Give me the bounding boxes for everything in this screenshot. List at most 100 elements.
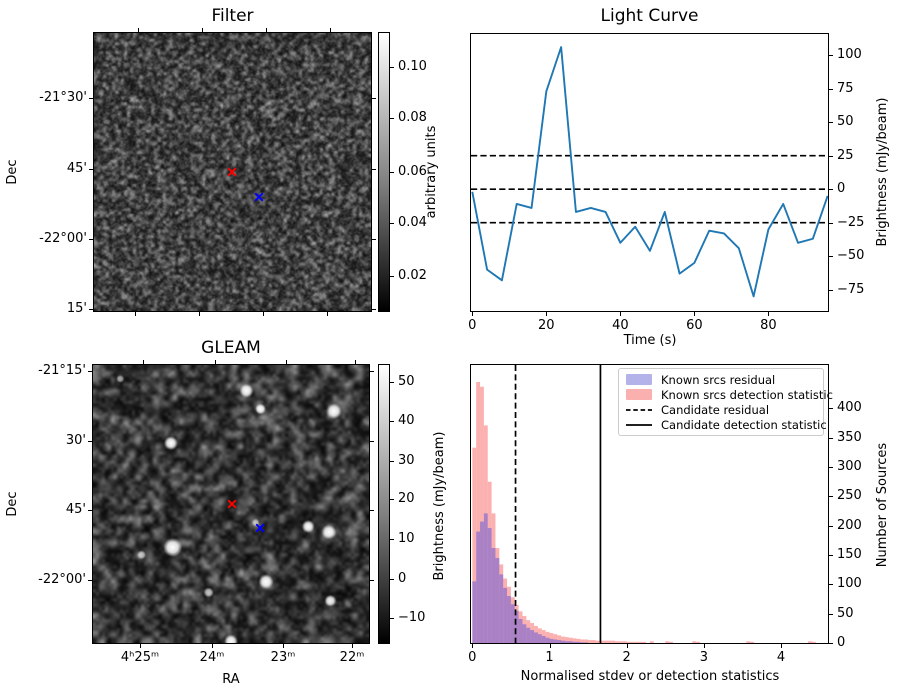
dec-tick-label: -21°15' [38, 363, 86, 378]
tick-mark [89, 169, 93, 170]
light-curve-axes [470, 33, 829, 312]
histogram-bar [499, 564, 504, 643]
histogram-bar [495, 547, 500, 643]
histogram-bar [537, 634, 542, 643]
histogram-bar [564, 641, 569, 643]
histogram-bar [607, 640, 612, 643]
tick-mark [472, 312, 474, 316]
histogram-bar [599, 640, 604, 643]
sources-tick-label: 100 [837, 576, 862, 592]
legend-entry-candidate-residual: Candidate residual [626, 402, 816, 417]
histogram-bar [568, 641, 573, 643]
brightness-tick-label: −75 [837, 281, 865, 297]
histogram-bar [472, 581, 477, 643]
histogram-bar [510, 604, 515, 643]
stat-tick-label: 2 [622, 650, 631, 665]
tick-mark [370, 371, 374, 372]
tick-mark [829, 467, 833, 469]
colorbar-tick-label: 0.06 [398, 164, 427, 179]
dec-tick-label: 45' [66, 161, 87, 176]
histogram-bar [549, 633, 554, 643]
brightness-tick-label: 0 [837, 181, 846, 197]
histogram-bar [576, 641, 581, 643]
gleam-colorbar-label: Brightness (mJy/beam) [432, 431, 447, 581]
sources-tick-label: 350 [837, 429, 862, 445]
histogram-bar [545, 637, 550, 643]
time-axis-label: Time (s) [623, 333, 677, 348]
tick-mark [370, 510, 374, 511]
colorbar-tick-label: 10 [398, 531, 415, 546]
histogram-bar [611, 640, 616, 643]
tick-mark [215, 360, 216, 364]
histogram-bar [696, 641, 701, 643]
histogram-bar [480, 386, 484, 643]
tick-mark [829, 256, 833, 258]
tick-mark [330, 28, 331, 32]
tick-mark [472, 644, 474, 648]
colorbar-tick-label: 20 [398, 491, 415, 506]
filter-axes [93, 32, 372, 312]
histogram-bar [503, 587, 508, 643]
histogram-bar [537, 628, 542, 643]
colorbar-tick-label: 0.04 [398, 215, 427, 230]
light-curve-plot [471, 46, 828, 298]
histogram-bar [615, 641, 619, 643]
stat-tick-label: 3 [699, 650, 709, 665]
histogram-bar [514, 610, 519, 643]
histogram-bar [603, 640, 608, 643]
histogram-bar [522, 616, 527, 643]
tick-mark [829, 289, 833, 291]
time-tick-label: 0 [468, 318, 477, 333]
histogram-bar [476, 531, 481, 643]
tick-mark [829, 496, 833, 498]
known-detection-swatch [626, 389, 652, 400]
histogram-bar [514, 604, 519, 643]
histogram-bar [580, 642, 585, 643]
tick-mark [283, 644, 284, 648]
tick-mark [829, 408, 833, 410]
tick-mark [372, 239, 376, 240]
solid-line-swatch [626, 420, 652, 430]
histogram-bar [483, 513, 488, 643]
tick-mark [286, 360, 287, 364]
red-x-marker [227, 499, 237, 509]
histogram-bar [584, 639, 589, 643]
legend-label: Known srcs detection statistic [661, 387, 833, 402]
histogram-bar [530, 623, 535, 643]
tick-mark [626, 644, 628, 648]
histogram-bar [487, 481, 492, 643]
tick-mark [703, 644, 705, 648]
time-tick-label: 80 [760, 318, 777, 333]
histogram-bar [630, 641, 635, 643]
colorbar-tick-label: 0.08 [398, 110, 427, 125]
tick-mark [202, 28, 203, 32]
tick-mark [263, 312, 264, 316]
tick-mark [768, 312, 770, 316]
histogram-bar [507, 596, 511, 643]
colorbar-tick-label: −10 [398, 610, 426, 625]
histogram-bar [561, 636, 565, 643]
histogram-bar [476, 382, 481, 643]
histogram-bar [568, 637, 573, 643]
tick-mark [89, 239, 93, 240]
histogram-bar [649, 641, 654, 643]
blue-x-marker [254, 192, 264, 202]
histogram-bar [588, 640, 592, 643]
histogram-bar [553, 634, 558, 643]
tick-mark [390, 618, 394, 619]
colorbar-tick-label: 0 [398, 571, 407, 586]
histogram-bar [595, 640, 600, 643]
tick-mark [829, 222, 833, 224]
histogram-bar [572, 638, 577, 643]
tick-mark [135, 312, 136, 316]
ra-tick-label: 24ᵐ [199, 650, 225, 665]
tick-mark [138, 28, 139, 32]
time-tick-label: 40 [612, 318, 629, 333]
histogram-legend: Known srcs residual Known srcs detection… [618, 368, 833, 436]
histogram-bar [503, 578, 508, 643]
histogram-bar [580, 639, 585, 643]
tick-mark [829, 643, 833, 644]
gleam-colorbar [378, 364, 390, 644]
histogram-bar [692, 641, 697, 643]
